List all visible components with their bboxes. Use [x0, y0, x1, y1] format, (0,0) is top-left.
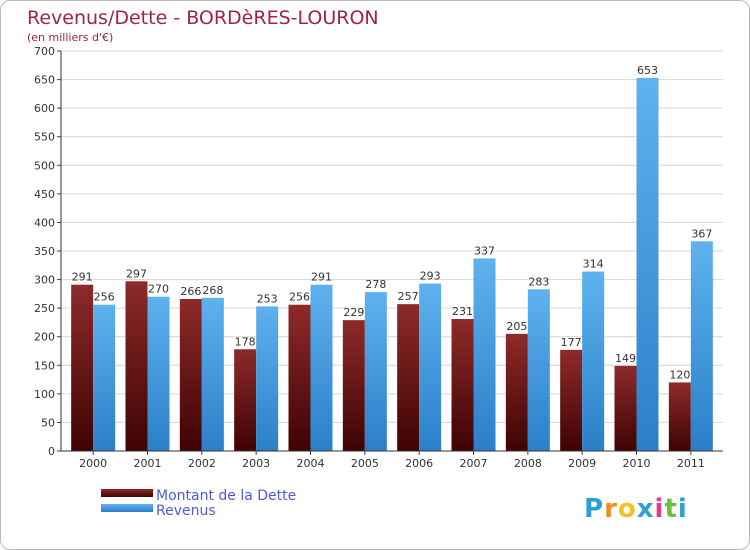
bar-revenus [473, 258, 496, 451]
value-label: 229 [343, 306, 364, 319]
y-tick-label: 450 [34, 188, 55, 201]
value-label: 367 [691, 227, 712, 240]
bar-revenus [527, 289, 550, 451]
chart-title: Revenus/Dette - BORDèRES-LOURON [27, 7, 379, 29]
y-tick-label: 700 [34, 45, 55, 58]
value-label: 297 [126, 267, 147, 280]
value-label: 178 [235, 335, 256, 348]
logo-letter: P [584, 494, 604, 524]
bar-dette [179, 299, 202, 451]
bar-revenus [256, 306, 279, 451]
x-tick-label: 2009 [568, 457, 596, 470]
value-label: 177 [561, 336, 582, 349]
value-label: 256 [94, 291, 115, 304]
value-label: 266 [180, 285, 201, 298]
x-axis-ticks: 2000 2001 2002 2003 2004 2005 2006 2007 2008 2009… [79, 451, 705, 470]
x-tick-label: 2001 [134, 457, 162, 470]
proxiti-logo: Proxiti [584, 494, 688, 524]
x-tick-label: 2010 [623, 457, 651, 470]
bar-dette [234, 349, 257, 451]
y-tick-label: 400 [34, 216, 55, 229]
value-label: 120 [669, 368, 690, 381]
bar-dette [125, 281, 148, 451]
logo-letter: r [604, 494, 618, 524]
axes [60, 51, 723, 452]
bar-dette [397, 304, 420, 451]
bar-dette [505, 333, 528, 451]
logo-letter: i [655, 494, 665, 524]
y-tick-label: 300 [34, 274, 55, 287]
bar-dette [451, 319, 474, 451]
bar-revenus [364, 292, 387, 451]
bar-dette [614, 365, 637, 451]
value-label: 256 [289, 291, 310, 304]
chart-subtitle: (en milliers d'€) [27, 31, 113, 44]
bar-revenus [310, 284, 333, 451]
bar-dette [668, 382, 691, 451]
y-tick-label: 650 [34, 74, 55, 87]
y-tick-label: 0 [48, 445, 55, 458]
logo-letter: i [678, 494, 688, 524]
value-label: 268 [202, 284, 223, 297]
y-tick-label: 600 [34, 102, 55, 115]
value-label: 291 [311, 271, 332, 284]
x-tick-label: 2005 [351, 457, 379, 470]
legend-swatch-revenus [101, 504, 153, 512]
x-tick-label: 2002 [188, 457, 216, 470]
legend-swatch-dette [101, 489, 153, 497]
y-tick-label: 550 [34, 131, 55, 144]
logo-text: Proxiti [584, 494, 688, 524]
y-tick-label: 350 [34, 245, 55, 258]
x-tick-label: 2000 [79, 457, 107, 470]
bar-dette [560, 349, 583, 451]
y-tick-label: 200 [34, 331, 55, 344]
logo-letter: t [664, 494, 677, 524]
value-label: 337 [474, 244, 495, 257]
y-tick-label: 150 [34, 359, 55, 372]
legend: Montant de la Dette Revenus [101, 488, 296, 519]
x-tick-label: 2011 [677, 457, 705, 470]
value-label: 291 [72, 271, 93, 284]
bar-revenus [419, 283, 442, 451]
x-tick-label: 2006 [405, 457, 433, 470]
value-label: 253 [257, 292, 278, 305]
x-tick-label: 2004 [297, 457, 325, 470]
value-label: 205 [506, 320, 527, 333]
logo-letter: x [637, 494, 655, 524]
value-label: 278 [365, 278, 386, 291]
bar-revenus [582, 271, 605, 451]
y-tick-label: 500 [34, 159, 55, 172]
bar-dette [71, 284, 94, 451]
value-label: 283 [528, 275, 549, 288]
legend-label-dette: Montant de la Dette [156, 488, 296, 504]
bar-revenus [147, 296, 170, 451]
y-tick-label: 100 [34, 388, 55, 401]
value-label: 231 [452, 305, 473, 318]
logo-letter: o [618, 494, 637, 524]
x-tick-label: 2003 [242, 457, 270, 470]
value-label: 149 [615, 352, 636, 365]
bar-revenus [201, 297, 224, 451]
legend-label-revenus: Revenus [156, 503, 216, 519]
bar-revenus [690, 241, 713, 451]
bar-dette [342, 320, 365, 451]
y-tick-label: 250 [34, 302, 55, 315]
value-label: 270 [148, 283, 169, 296]
x-tick-label: 2007 [460, 457, 488, 470]
value-label: 314 [583, 258, 604, 271]
bar-revenus [93, 304, 116, 451]
bars [71, 77, 713, 451]
grid-lines [61, 50, 723, 423]
bar-revenus [636, 77, 659, 451]
x-tick-label: 2008 [514, 457, 542, 470]
value-label: 653 [637, 64, 658, 77]
y-axis-ticks: 0 50 100 150 200 250 300 350 400 450 500 550 600 650 7… [34, 45, 61, 458]
y-tick-label: 50 [41, 416, 55, 429]
value-label: 293 [420, 270, 441, 283]
bar-dette [288, 304, 311, 451]
value-label: 257 [398, 290, 419, 303]
